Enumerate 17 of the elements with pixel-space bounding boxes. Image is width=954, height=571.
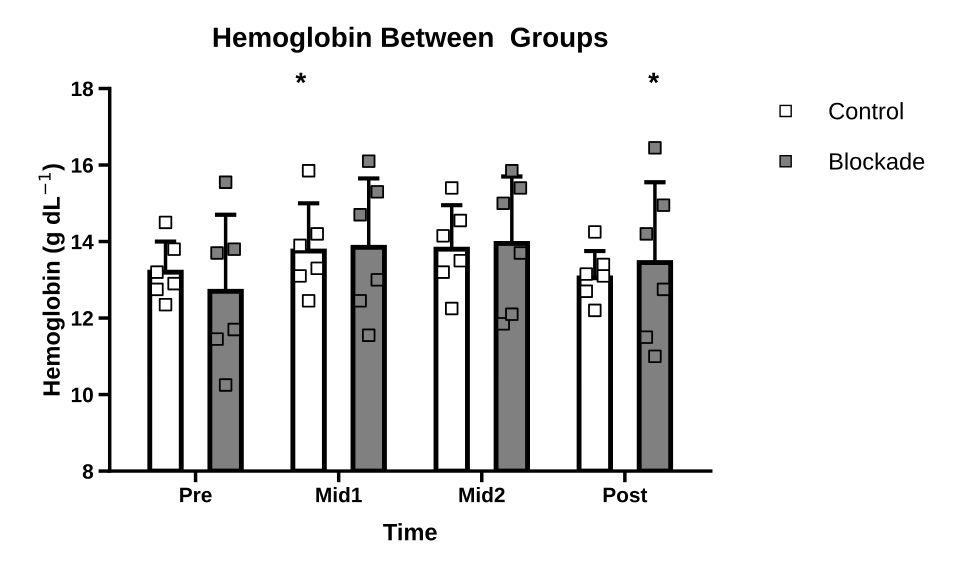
y-tick-label: 12 — [72, 311, 93, 326]
x-tick-label: Post — [604, 488, 648, 502]
x-tick-label: Mid1 — [316, 487, 362, 502]
y-tick-label: 14 — [72, 234, 94, 250]
legend-label: Blockade — [830, 152, 924, 170]
x-tick-label: Mid2 — [459, 487, 505, 502]
x-axis-title: Time — [383, 523, 437, 540]
legend-label: Control — [829, 102, 903, 120]
y-tick-label: 8 — [82, 464, 94, 479]
x-tick-label: Pre — [180, 488, 212, 502]
text: * — [296, 72, 306, 84]
chart-title: Hemoglobin Between Groups — [214, 26, 608, 53]
y-tick-label: 10 — [72, 388, 93, 402]
y-tick-label: 18 — [72, 82, 94, 96]
y-tick-label: 16 — [72, 158, 93, 173]
y-axis-title: Hemoglobin (g dL$^{−1}$) — [38, 164, 65, 396]
text: * — [648, 72, 660, 84]
